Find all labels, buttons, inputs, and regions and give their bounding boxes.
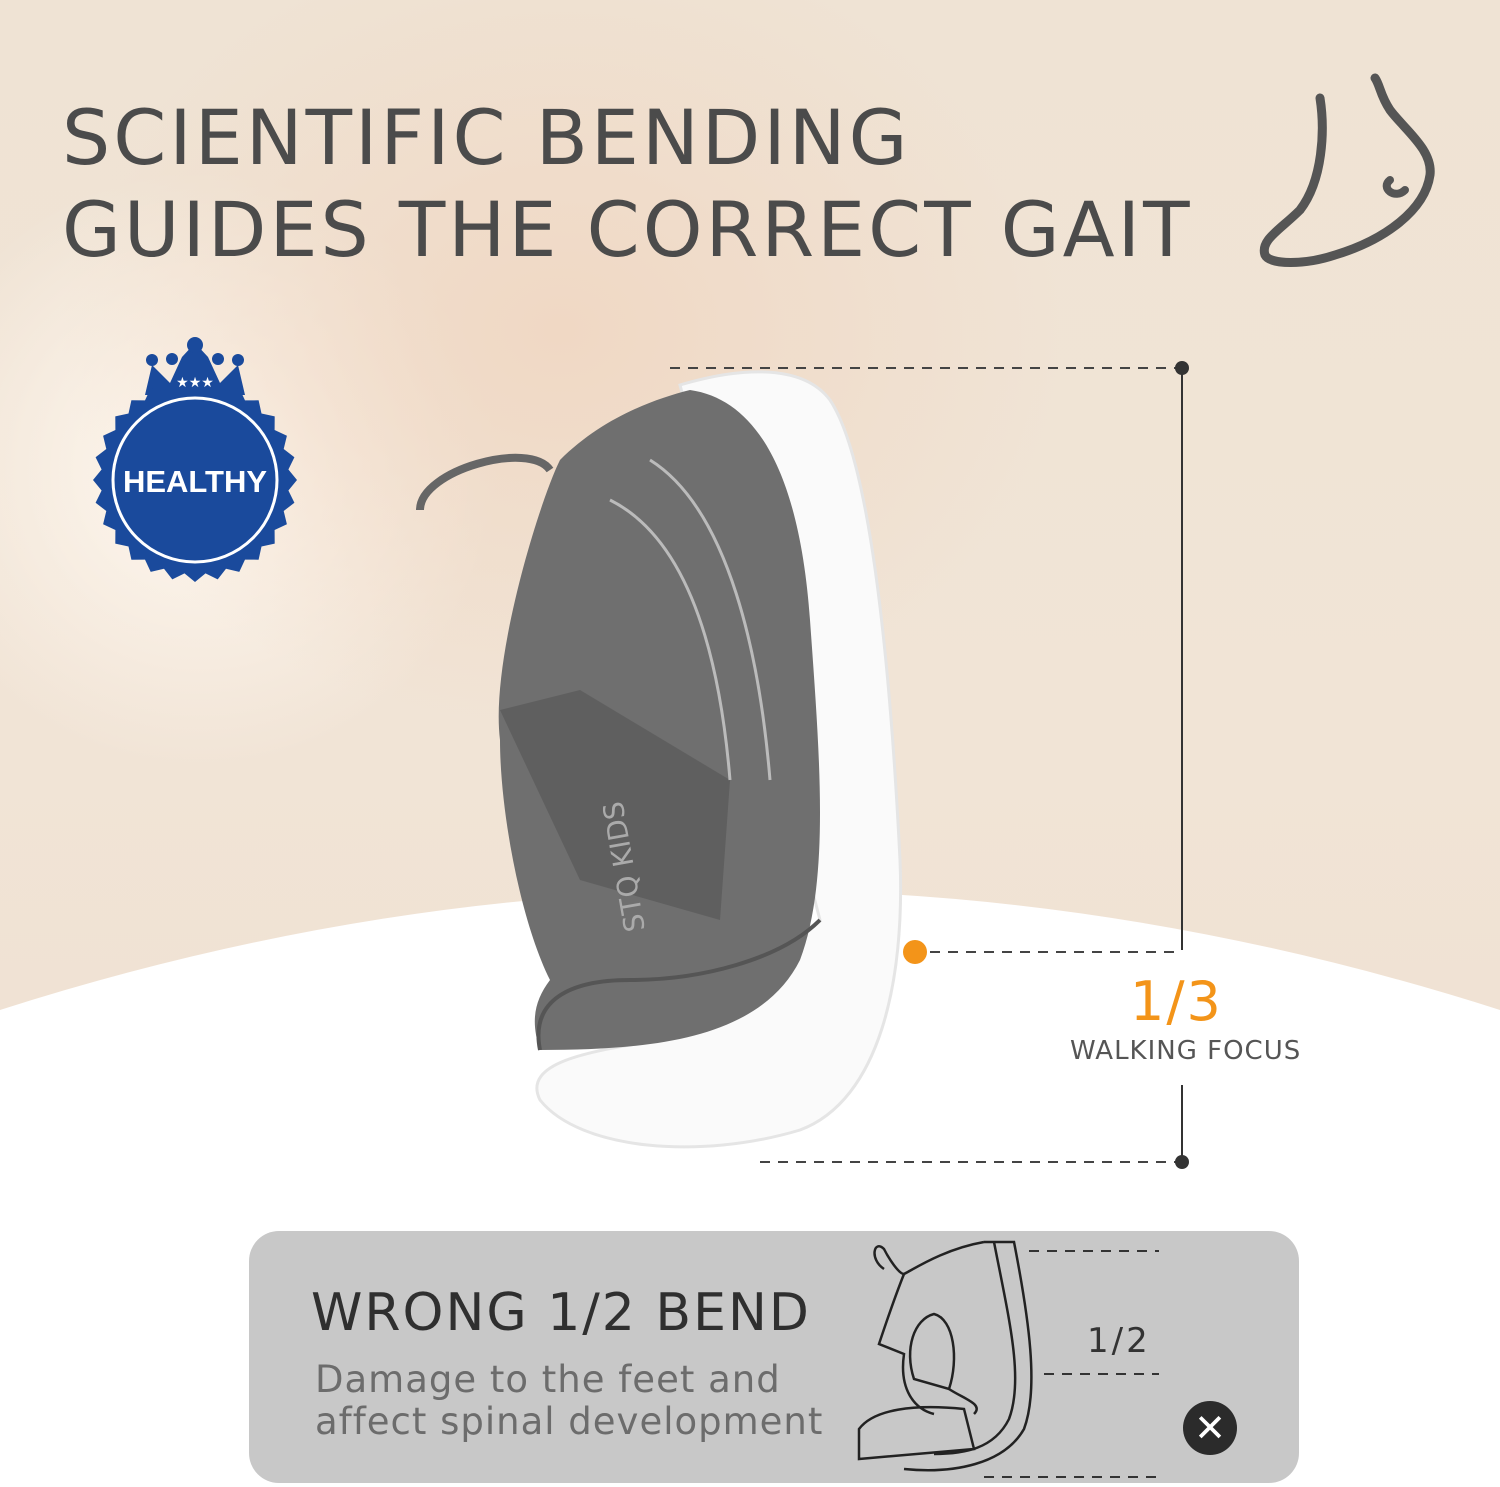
shoe-image: STQ KIDS: [416, 370, 903, 1149]
wrong-shoe-sketch: [857, 1240, 1159, 1478]
desc-line-2: affect spinal development: [315, 1400, 824, 1443]
wrong-bend-description: Damage to the feet and affect spinal dev…: [315, 1359, 823, 1443]
walking-focus-label: WALKING FOCUS: [1070, 1036, 1302, 1066]
wrong-bend-panel: WRONG 1/2 BEND Damage to the feet and af…: [249, 1231, 1299, 1483]
desc-line-1: Damage to the feet and: [315, 1358, 781, 1401]
x-icon: ✕: [1183, 1401, 1237, 1455]
measure-lines: [670, 361, 1189, 1169]
wrong-ratio: 1/2: [1087, 1321, 1151, 1361]
headline-line-1: SCIENTIFIC BENDING: [62, 93, 911, 182]
wrong-bend-title: WRONG 1/2 BEND: [311, 1283, 811, 1343]
foot-icon: [1259, 73, 1435, 267]
badge-text: HEALTHY: [123, 464, 267, 499]
healthy-badge: ★★★ HEALTHY: [93, 337, 297, 582]
svg-text:★★★: ★★★: [176, 375, 214, 391]
headline-line-2: GUIDES THE CORRECT GAIT: [62, 185, 1193, 274]
correct-ratio: 1/3: [1130, 970, 1223, 1033]
headline: SCIENTIFIC BENDING GUIDES THE CORRECT GA…: [62, 92, 1193, 276]
